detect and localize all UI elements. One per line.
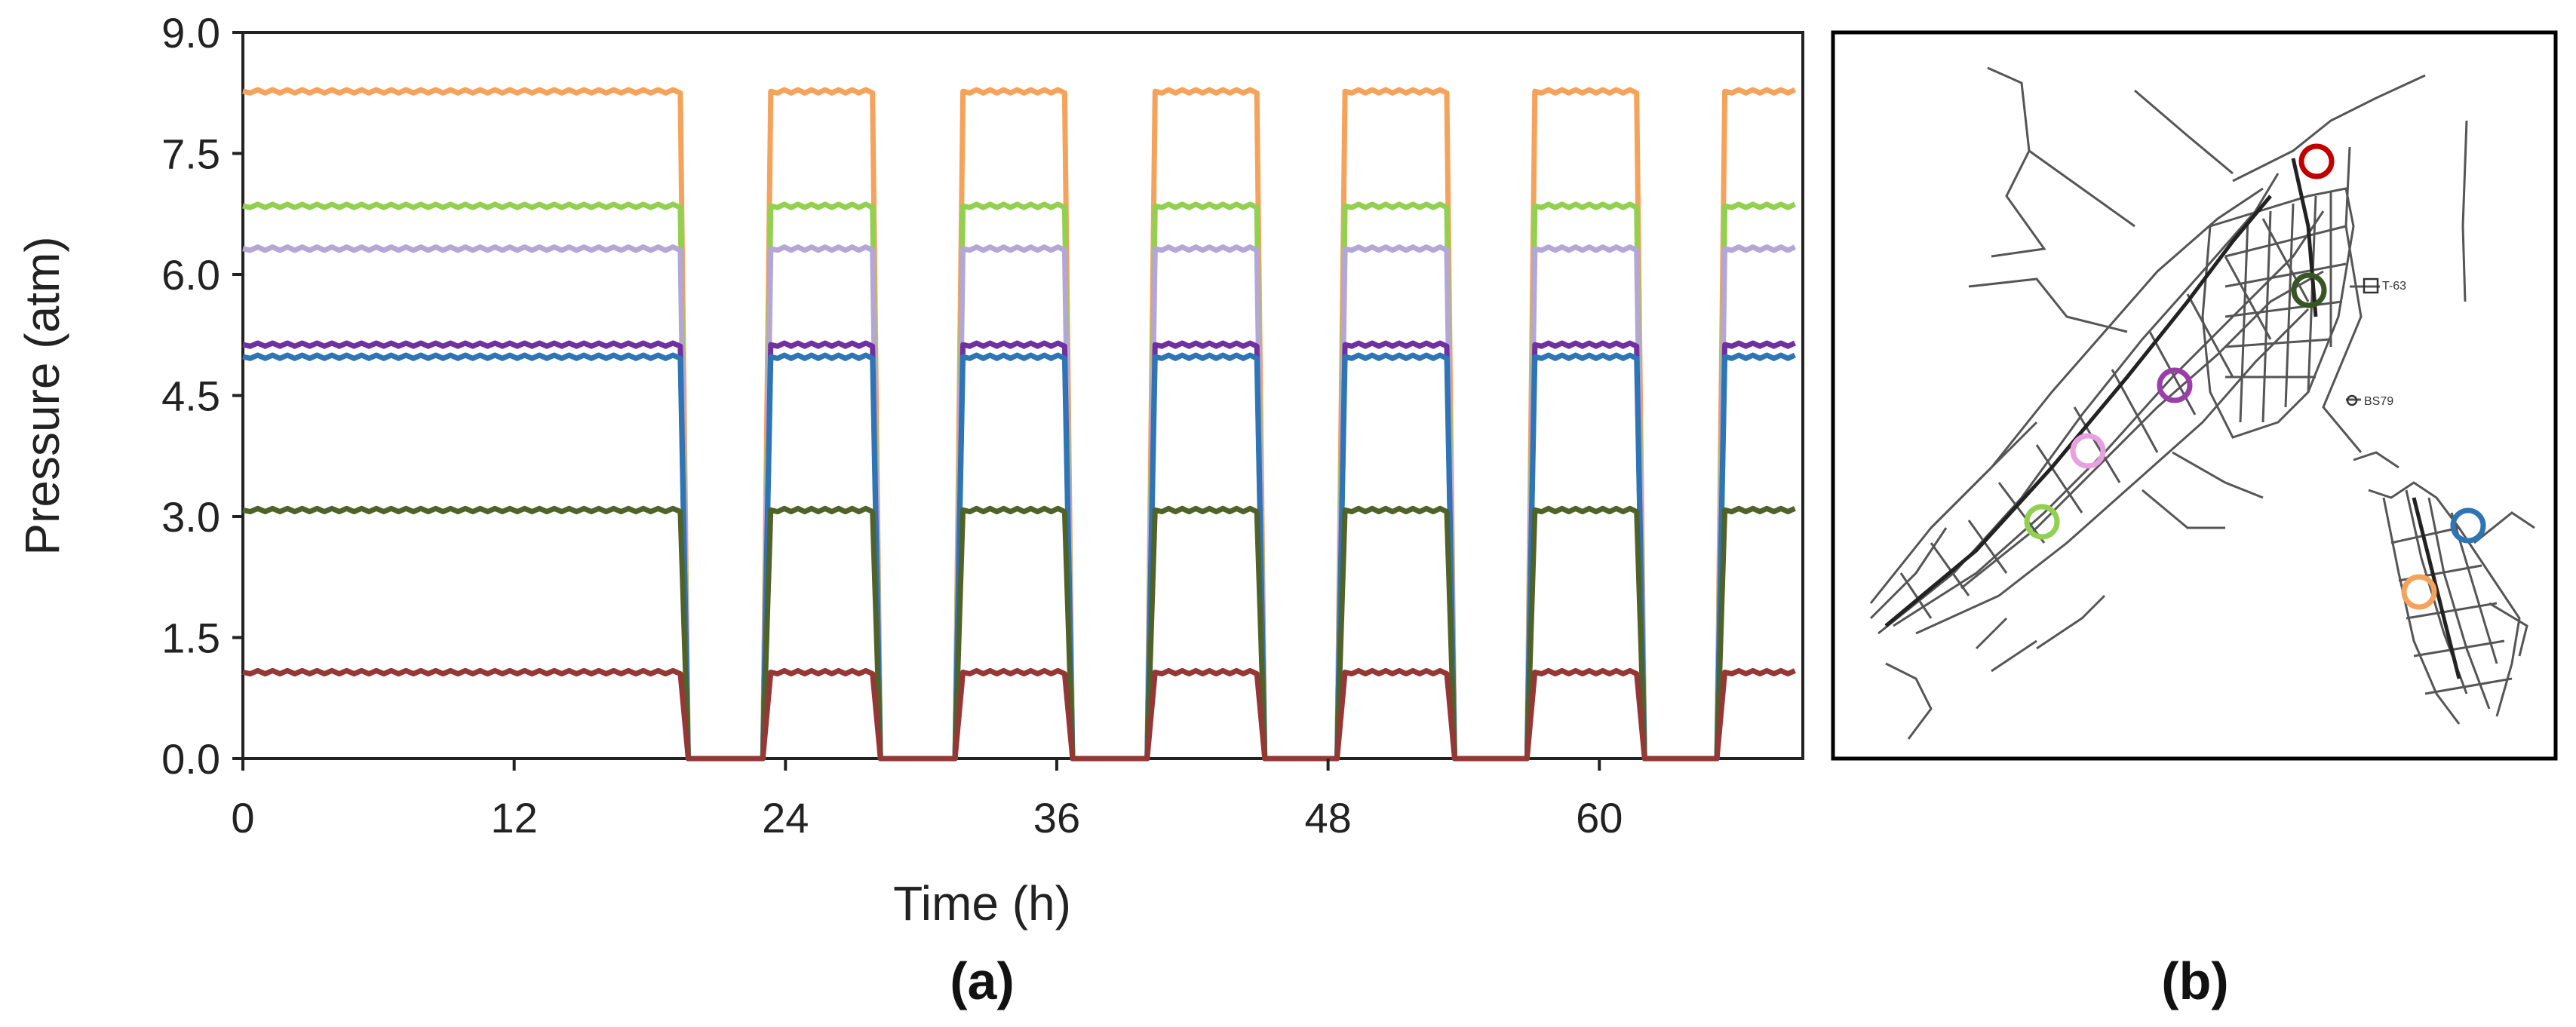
y-axis-label: Pressure (atm) [15, 236, 69, 555]
main-pipes [1884, 158, 2461, 679]
pressure-chart: 0.0 1.5 3.0 4.5 6.0 7.5 9.0 0 12 24 36 48 60 Time (… [15, 9, 1804, 1010]
sensor-marker-purple [2157, 367, 2193, 403]
tank-t63-icon [2363, 277, 2379, 294]
x-ticks: 0 12 24 36 48 60 [231, 759, 1623, 842]
map-label-t63: T-63 [2382, 280, 2406, 293]
y-tick-label: 0.0 [161, 735, 220, 783]
y-ticks: 0.0 1.5 3.0 4.5 6.0 7.5 9.0 [161, 9, 243, 783]
x-tick-label: 48 [1304, 794, 1351, 842]
series-line-1 [242, 201, 1796, 762]
x-tick-label: 24 [762, 794, 809, 842]
y-tick-label: 7.5 [161, 130, 220, 178]
map-frame [1831, 30, 2558, 761]
series-line-0 [242, 87, 1796, 762]
y-tick-label: 6.0 [161, 251, 220, 299]
y-tick-label: 4.5 [161, 372, 220, 420]
pipe-network [1869, 66, 2535, 740]
series-layer [242, 87, 1796, 762]
series-line-3 [242, 340, 1796, 762]
sensor-marker-light-green [2024, 504, 2060, 540]
sensor-marker-blue [2450, 507, 2486, 544]
sensor-marker-orange [2401, 574, 2437, 610]
x-tick-label: 0 [231, 794, 254, 842]
sensor-marker-red [2298, 143, 2335, 179]
sensor-marker-pink [2070, 433, 2106, 469]
x-tick-label: 36 [1033, 794, 1080, 842]
network-map: T-63 BS79 (b) [1831, 30, 2558, 1010]
map-label-bs79: BS79 [2364, 395, 2393, 408]
panel-b-label: (b) [2161, 952, 2228, 1010]
x-tick-label: 12 [491, 794, 538, 842]
panel-a-label: (a) [950, 952, 1015, 1010]
y-tick-label: 9.0 [161, 9, 220, 57]
series-line-5 [242, 505, 1796, 762]
plot-frame [241, 31, 1804, 760]
tank-bs79-icon [2346, 394, 2358, 406]
series-line-6 [242, 667, 1796, 762]
sensor-marker-dark-green [2291, 272, 2327, 308]
y-tick-label: 1.5 [161, 615, 220, 662]
x-tick-label: 60 [1576, 794, 1623, 842]
y-tick-label: 3.0 [161, 493, 220, 541]
series-line-2 [242, 244, 1796, 762]
series-line-4 [242, 352, 1796, 762]
x-axis-label: Time (h) [893, 876, 1071, 930]
